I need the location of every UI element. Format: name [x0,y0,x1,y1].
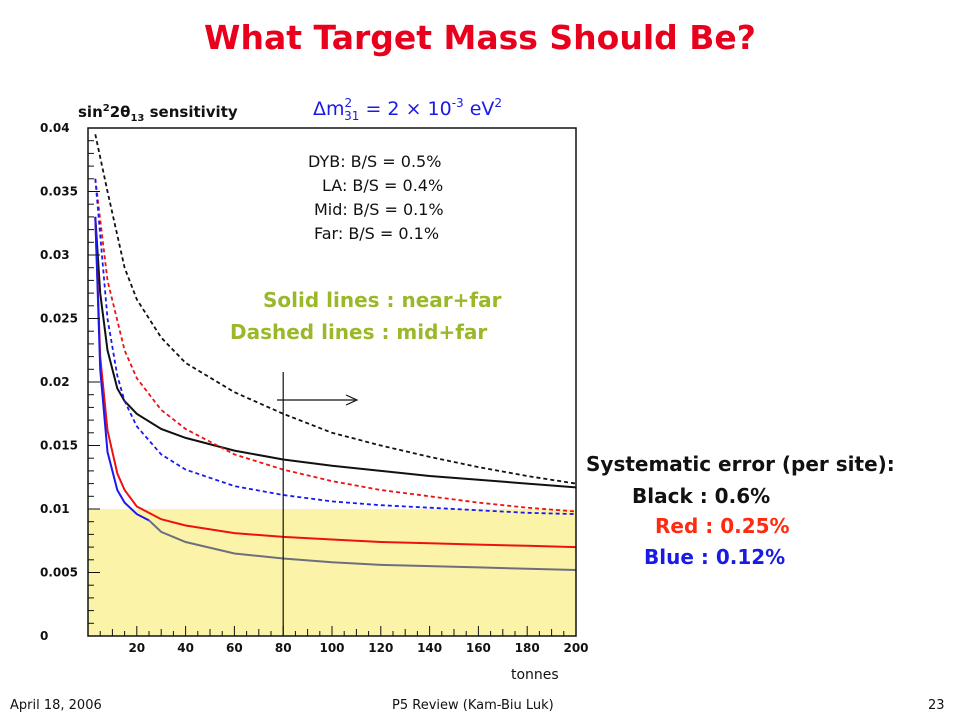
chart-title: sin22θ13 sensitivity [78,103,238,124]
y-tick-label: 0.01 [40,502,70,516]
dashed-lines-note: Dashed lines : mid+far [230,320,488,344]
bs-note-dyb: DYB: B/S = 0.5% [308,152,442,171]
x-tick-label: 60 [226,641,243,655]
y-tick-label: 0.005 [40,566,78,580]
series-black-dashed-line [94,134,576,485]
y-tick-label: 0.03 [40,248,70,262]
x-tick-label: 140 [417,641,442,655]
x-tick-label: 160 [466,641,491,655]
x-tick-label: 40 [177,641,194,655]
dm2-label: Δm2 31 = 2 × 10-3 eV2 [313,96,502,123]
y-tick-label: 0 [40,629,48,643]
series-black-solid-line [94,216,576,489]
x-tick-label: 80 [275,641,292,655]
bs-notes: DYB: B/S = 0.5% LA: B/S = 0.4% Mid: B/S … [300,150,444,246]
x-tick-label: 20 [128,641,145,655]
systematics-red: Red : 0.25% [655,514,790,538]
y-tick-label: 0.035 [40,185,78,199]
y-tick-label: 0.025 [40,312,78,326]
page-number: 23 [928,698,945,713]
y-tick-label: 0.02 [40,375,70,389]
bs-note-mid: Mid: B/S = 0.1% [314,200,444,219]
systematics-heading: Systematic error (per site): [586,452,895,476]
y-tick-label: 0.04 [40,121,70,135]
x-axis-label: tonnes [511,667,559,683]
x-tick-label: 180 [515,641,540,655]
y-tick-label: 0.015 [40,439,78,453]
series-gray-solid-line [148,519,576,571]
series-red-solid-line [94,216,576,549]
slide-title: What Target Mass Should Be? [204,18,756,57]
x-tick-label: 100 [319,641,344,655]
systematics-blue: Blue : 0.12% [644,545,786,569]
marker-arrow-head [345,394,359,406]
footer-date: April 18, 2006 [10,698,102,713]
series-blue-solid-line [94,216,150,522]
systematics-black: Black : 0.6% [632,484,771,508]
bs-note-la: LA: B/S = 0.4% [322,176,444,195]
x-tick-label: 200 [563,641,588,655]
x-tick-label: 120 [368,641,393,655]
solid-lines-note: Solid lines : near+far [263,288,502,312]
bs-note-far: Far: B/S = 0.1% [314,224,440,243]
footer-center: P5 Review (Kam-Biu Luk) [392,698,554,713]
highlight-band [88,509,576,636]
